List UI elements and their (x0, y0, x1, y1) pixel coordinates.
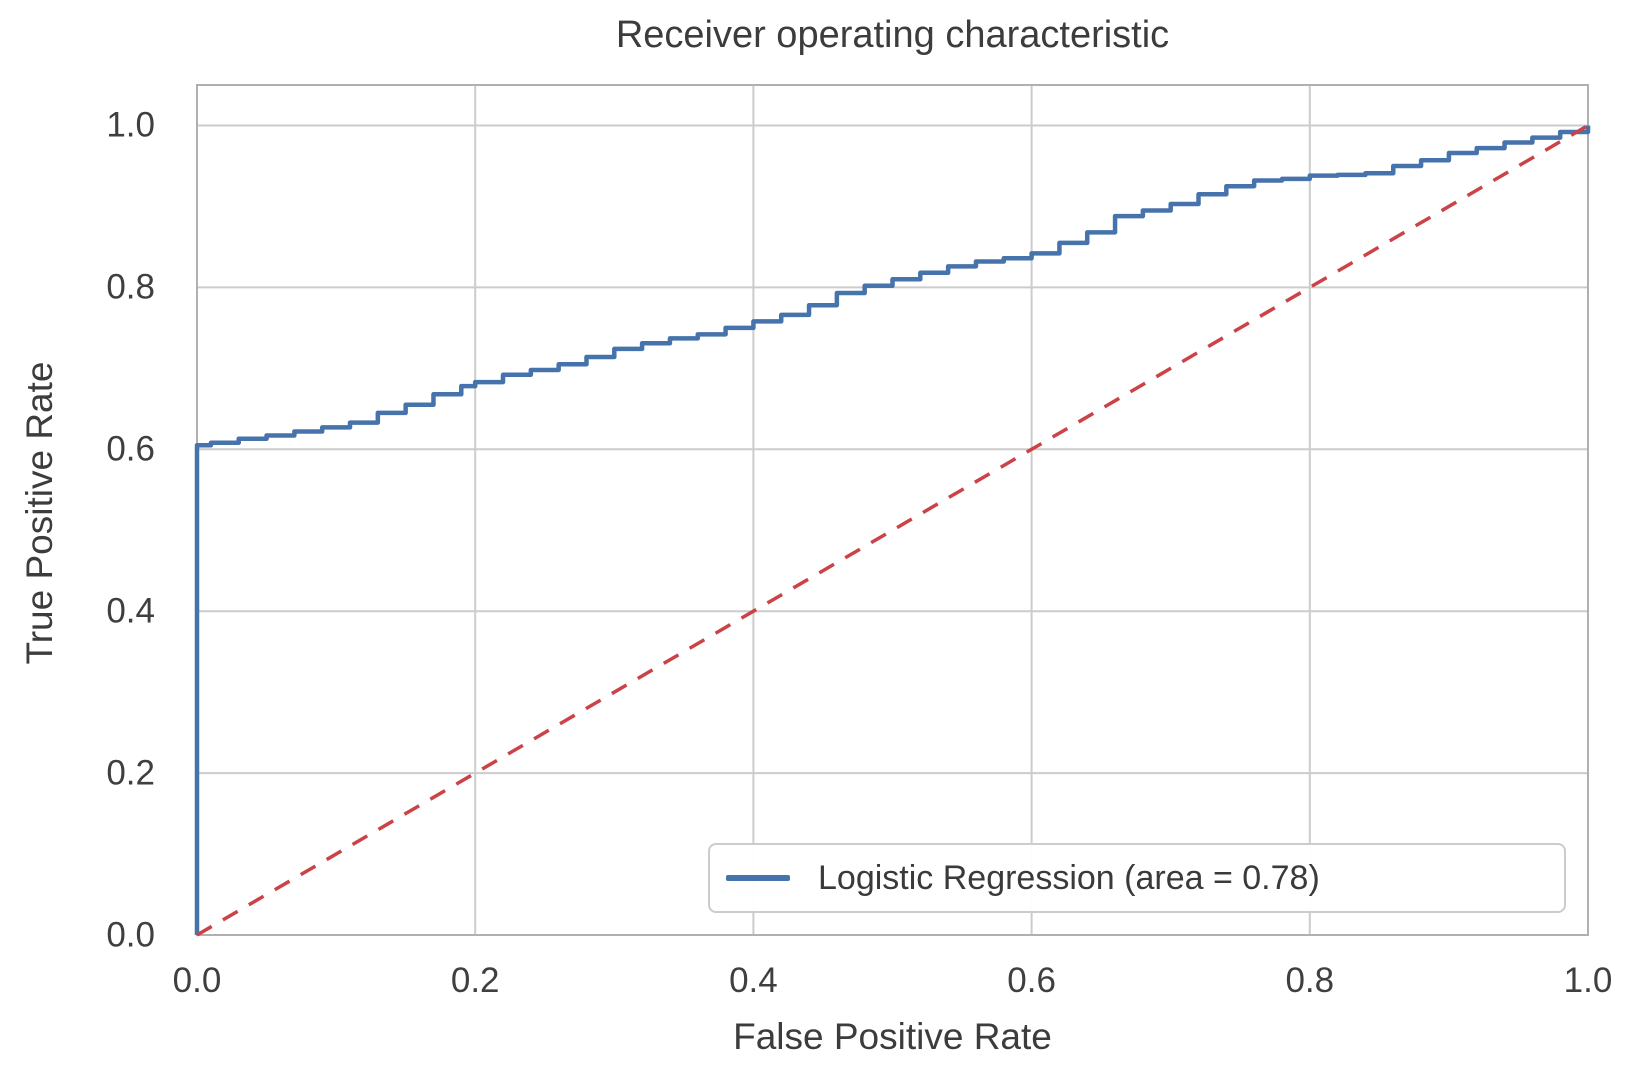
chance-diagonal-line (196, 123, 1589, 937)
x-axis-label: False Positive Rate (733, 1016, 1052, 1057)
x-tick-label: 0.0 (172, 961, 222, 1000)
x-tick-label: 0.6 (1007, 961, 1056, 1000)
y-tick-label: 1.0 (106, 105, 155, 145)
chart-title: Receiver operating characteristic (615, 14, 1170, 56)
x-tick-label: 1.0 (1563, 961, 1613, 1000)
y-tick-label: 0.8 (106, 267, 155, 307)
y-tick-label: 0.4 (106, 591, 155, 631)
y-tick-label: 0.0 (106, 915, 155, 955)
legend: Logistic Regression (area = 0.78) (708, 843, 1566, 913)
x-tick-label: 0.2 (450, 961, 500, 1000)
x-tick-label: 0.4 (729, 961, 778, 1000)
x-tick-label: 0.8 (1285, 961, 1335, 1000)
roc-curve-line (194, 125, 1591, 935)
legend-line-swatch (726, 875, 790, 881)
y-tick-label: 0.6 (106, 429, 155, 469)
y-tick-label: 0.2 (106, 753, 155, 793)
legend-label: Logistic Regression (area = 0.78) (818, 858, 1320, 897)
axes-spines (196, 84, 1589, 936)
